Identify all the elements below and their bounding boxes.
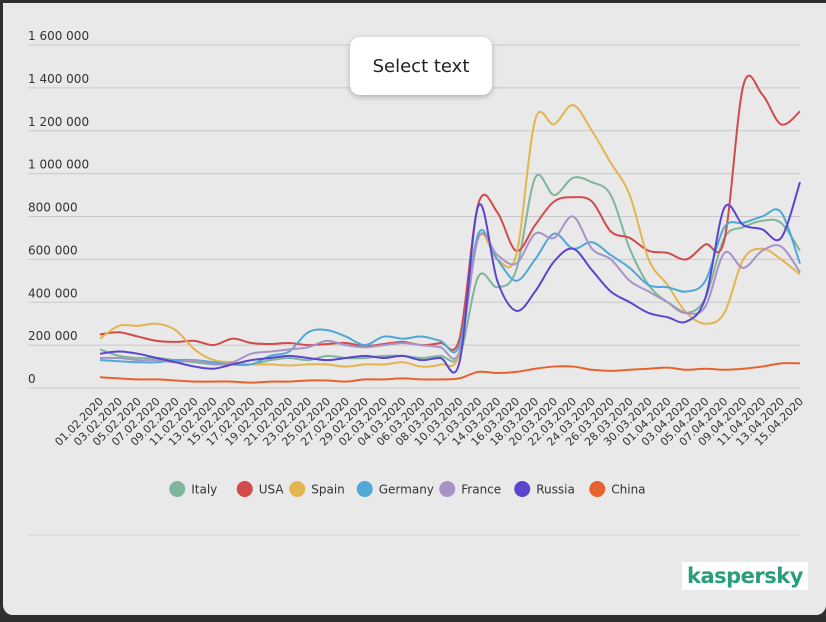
legend-marker [356, 481, 373, 497]
y-tick-label: 1 000 000 [28, 158, 89, 172]
y-tick-label: 0 [28, 372, 36, 386]
y-tick-label: 400 000 [28, 286, 78, 300]
legend-marker [236, 481, 253, 497]
y-tick-label: 1 600 000 [28, 29, 89, 43]
series-line [99, 215, 801, 366]
legend-label: China [611, 483, 645, 497]
legend-marker [439, 481, 456, 497]
legend-marker [289, 481, 306, 497]
legend-marker [514, 481, 531, 497]
legend-label: Italy [191, 483, 217, 497]
legend-label: Russia [536, 483, 575, 497]
y-tick-label: 200 000 [28, 329, 78, 343]
y-tick-label: 1 400 000 [28, 72, 89, 86]
brand-logo: kaspersky [682, 562, 808, 590]
legend-marker [589, 481, 606, 497]
y-tick-label: 800 000 [28, 201, 78, 215]
series-line [99, 74, 801, 351]
select-text-popup[interactable]: Select text [350, 37, 492, 95]
y-tick-label: 1 200 000 [28, 115, 89, 129]
series-line [99, 104, 801, 368]
legend-label: Spain [311, 483, 345, 497]
series-line [99, 174, 801, 366]
chart-card [3, 3, 826, 615]
legend-label: USA [259, 483, 285, 497]
y-tick-label: 600 000 [28, 243, 78, 257]
legend-label: Germany [379, 483, 434, 497]
legend-marker [169, 481, 186, 497]
series-line [99, 362, 801, 384]
series-line [99, 208, 801, 367]
legend-label: France [461, 483, 501, 497]
series-line [99, 181, 801, 374]
